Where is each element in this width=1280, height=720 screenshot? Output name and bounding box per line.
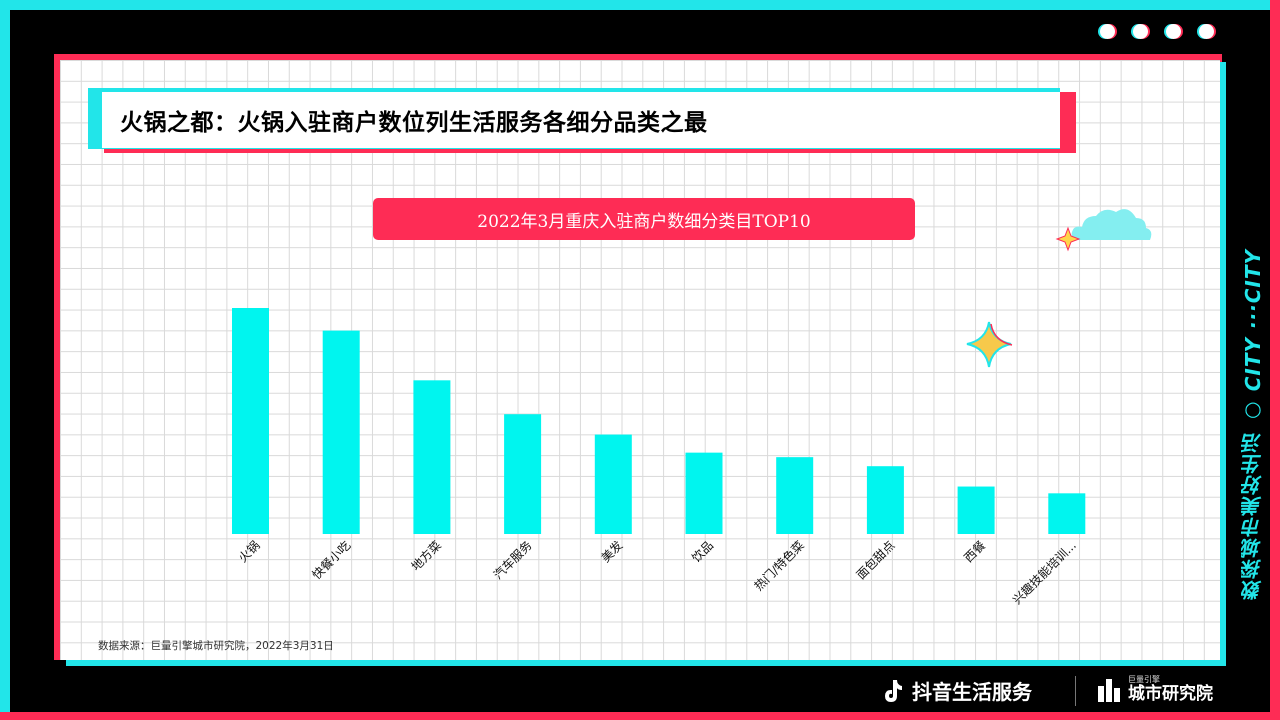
window-dots	[1100, 24, 1214, 39]
tiktok-logo-icon	[885, 679, 902, 702]
frame-bottom-border	[0, 712, 1280, 720]
x-tick-label: 美发	[598, 538, 626, 566]
x-tick-label: 地方菜	[408, 538, 444, 574]
x-tick-label: 饮品	[689, 538, 716, 565]
dot-icon	[1166, 24, 1181, 39]
institute-name: 城市研究院	[1128, 684, 1213, 704]
bar-10	[1048, 493, 1086, 534]
sparkle-icon	[966, 321, 1013, 368]
frame-top-border	[0, 0, 1280, 10]
footer-institute: 巨量引擎 城市研究院	[1096, 674, 1213, 703]
city-building-icon	[1098, 678, 1120, 702]
footer-divider	[1075, 676, 1076, 706]
dot-icon	[1199, 24, 1214, 39]
dot-icon	[1133, 24, 1148, 39]
frame-right-border	[1270, 0, 1280, 720]
side-slogan: 数探城市美好生活 ○ CITY ···CITY	[1240, 249, 1265, 601]
x-tick-label: 面包甜点	[854, 538, 898, 582]
dot-icon	[1100, 24, 1115, 39]
footer-brand: 抖音生活服务	[880, 676, 1032, 705]
x-tick-label: 西餐	[961, 538, 989, 566]
chart-title: 2022年3月重庆入驻商户数细分类目TOP10	[477, 211, 811, 232]
bar-4	[504, 414, 542, 534]
bar-5	[594, 434, 632, 534]
bar-8	[866, 466, 904, 534]
institute-small-label: 巨量引擎	[1128, 675, 1160, 684]
bar-9	[957, 486, 995, 534]
x-tick-label: 火锅	[235, 538, 263, 566]
x-tick-label: 热门/特色菜	[751, 538, 807, 594]
x-tick-label: 兴趣技能培训...	[1009, 538, 1079, 608]
side-vertical-text: 数探城市美好生活 ○ CITY ···CITY	[1236, 190, 1268, 660]
bar-1	[232, 308, 269, 534]
bar-7	[776, 457, 814, 534]
cloud-sparkle-icon	[1055, 209, 1152, 252]
brand-name: 抖音生活服务	[912, 680, 1032, 704]
x-tick-label: 快餐小吃	[309, 538, 354, 583]
title-box: 火锅之都：火锅入驻商户数位列生活服务各细分品类之最	[102, 92, 1060, 148]
chart-title-pill: 2022年3月重庆入驻商户数细分类目TOP10	[373, 198, 915, 240]
bar-6	[685, 452, 723, 534]
source-note: 数据来源：巨量引擎城市研究院，2022年3月31日	[98, 640, 334, 652]
frame-left-border	[0, 0, 10, 720]
bar-2	[322, 330, 360, 534]
x-tick-label: 汽车服务	[490, 538, 535, 583]
page-title: 火锅之都：火锅入驻商户数位列生活服务各细分品类之最	[120, 110, 708, 136]
bar-3	[413, 380, 451, 534]
